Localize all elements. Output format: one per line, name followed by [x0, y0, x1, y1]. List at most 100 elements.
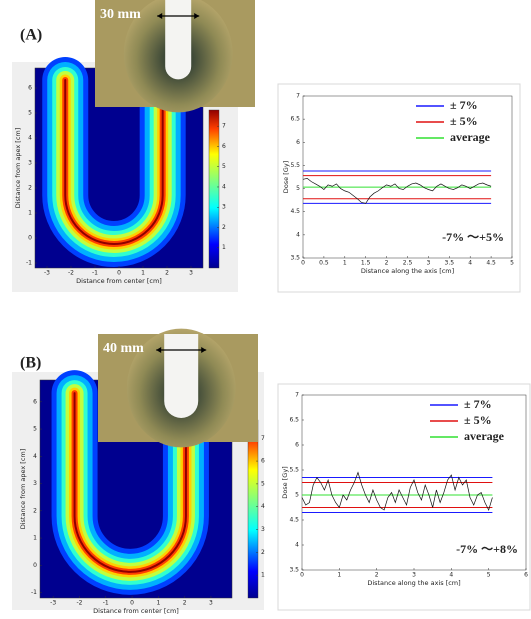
y-tick-label: -1: [31, 589, 37, 596]
y-tick-label: 3: [33, 480, 37, 487]
x-tick-label: 0.5: [319, 260, 329, 267]
y-tick-label: 3.5: [290, 255, 300, 262]
x-tick-label: 3.5: [445, 260, 455, 267]
y-tick-label: 7: [295, 392, 299, 399]
x-tick-label: 3: [412, 572, 416, 579]
x-tick-label: 0: [300, 572, 304, 579]
x-axis-label: Distance from center [cm]: [93, 607, 179, 615]
colorbar: [208, 109, 220, 269]
y-tick-label: -1: [26, 260, 32, 267]
arrow-head: [156, 347, 207, 353]
legend-label: ± 7%: [464, 397, 492, 411]
y-tick-label: 5: [296, 185, 300, 192]
colorbar-tick-label: 1: [261, 572, 265, 579]
colorbar-tick-label: 7: [261, 435, 265, 442]
dose-profile: [302, 178, 492, 204]
x-tick-label: 3: [426, 260, 430, 267]
y-axis-label: Distance from apex [cm]: [14, 128, 22, 209]
x-tick-label: 2: [165, 270, 169, 277]
y-tick-label: 3: [28, 160, 32, 167]
x-tick-label: 2: [385, 260, 389, 267]
x-tick-label: 2.5: [403, 260, 413, 267]
colorbar-tick-label: 6: [222, 143, 226, 150]
x-tick-label: 3: [189, 270, 193, 277]
colorbar-tick-label: 3: [222, 204, 226, 211]
y-tick-label: 5: [28, 110, 32, 117]
photo-tube: [164, 334, 199, 418]
x-tick-label: 0: [301, 260, 305, 267]
colorbar-tick-label: 2: [261, 549, 265, 556]
x-tick-label: 0: [130, 600, 134, 607]
colorbar-tick-label: 4: [261, 503, 265, 510]
y-tick-label: 5.5: [290, 162, 300, 169]
x-tick-label: -2: [68, 270, 74, 277]
x-tick-label: -1: [92, 270, 98, 277]
y-tick-label: 4: [295, 542, 299, 549]
x-tick-label: 3: [209, 600, 213, 607]
y-tick-label: 3.5: [289, 567, 299, 574]
legend-label: ± 7%: [450, 98, 478, 112]
y-tick-label: 2: [33, 507, 37, 514]
y-tick-label: 6: [296, 139, 300, 146]
y-tick-label: 0: [33, 562, 37, 569]
y-tick-label: 4: [296, 231, 300, 238]
photo: 40 mm: [98, 328, 258, 448]
colorbar-tick-label: 3: [261, 526, 265, 533]
y-tick-label: 4.5: [289, 517, 299, 524]
panel-label: (A): [20, 27, 42, 44]
photo-tube: [165, 0, 192, 80]
y-tick-label: 4.5: [290, 208, 300, 215]
y-tick-label: 6.5: [290, 116, 300, 123]
x-axis-label: Distance along the axis [cm]: [361, 267, 454, 275]
colorbar-tick-label: 7: [222, 123, 226, 130]
x-tick-label: 1: [141, 270, 145, 277]
dose-profile: [301, 471, 493, 511]
colorbar-tick-label: 5: [222, 163, 226, 170]
x-tick-label: 2: [183, 600, 187, 607]
y-tick-label: 1: [28, 210, 32, 217]
dose-band: [73, 392, 187, 573]
y-tick-label: 6: [28, 85, 32, 92]
colorbar-tick-label: 2: [222, 224, 226, 231]
x-tick-label: -2: [76, 600, 82, 607]
y-tick-label: 7: [296, 93, 300, 100]
x-tick-label: 4.5: [486, 260, 496, 267]
annotation: -7% ～+8%: [456, 542, 518, 556]
y-tick-label: 1: [33, 535, 37, 542]
y-tick-label: 0: [28, 235, 32, 242]
x-tick-label: 0: [117, 270, 121, 277]
y-tick-label: 5: [295, 492, 299, 499]
colorbar-tick-label: 5: [261, 480, 265, 487]
y-tick-label: 5: [33, 426, 37, 433]
colorbar: [247, 419, 259, 599]
colorbar-tick-label: 6: [261, 458, 265, 465]
y-tick-label: 4: [28, 135, 32, 142]
y-tick-label: 2: [28, 185, 32, 192]
x-tick-label: -3: [44, 270, 50, 277]
y-tick-label: 4: [33, 453, 37, 460]
photo-label: 30 mm: [100, 7, 141, 22]
legend-label: average: [464, 429, 505, 443]
annotation: -7% ～+5%: [442, 230, 504, 244]
legend-label: ± 5%: [450, 114, 478, 128]
x-tick-label: 5: [510, 260, 514, 267]
y-axis-label: Dose [Gy]: [282, 161, 290, 193]
y-tick-label: 5.5: [289, 467, 299, 474]
y-tick-label: 6: [295, 442, 299, 449]
x-tick-label: 1: [156, 600, 160, 607]
x-tick-label: 1.5: [361, 260, 371, 267]
y-tick-label: 6.5: [289, 417, 299, 424]
y-tick-label: 6: [33, 398, 37, 405]
x-tick-label: 5: [487, 572, 491, 579]
y-axis-label: Distance from apex [cm]: [19, 449, 27, 530]
x-axis-label: Distance from center [cm]: [76, 277, 162, 285]
y-axis-label: Dose [Gy]: [281, 466, 289, 498]
dose-band: [64, 79, 164, 245]
x-tick-label: -1: [103, 600, 109, 607]
x-tick-label: 6: [524, 572, 528, 579]
x-tick-label: 1: [337, 572, 341, 579]
colorbar-tick-label: 4: [222, 183, 226, 190]
x-tick-label: 2: [375, 572, 379, 579]
x-tick-label: 4: [449, 572, 453, 579]
